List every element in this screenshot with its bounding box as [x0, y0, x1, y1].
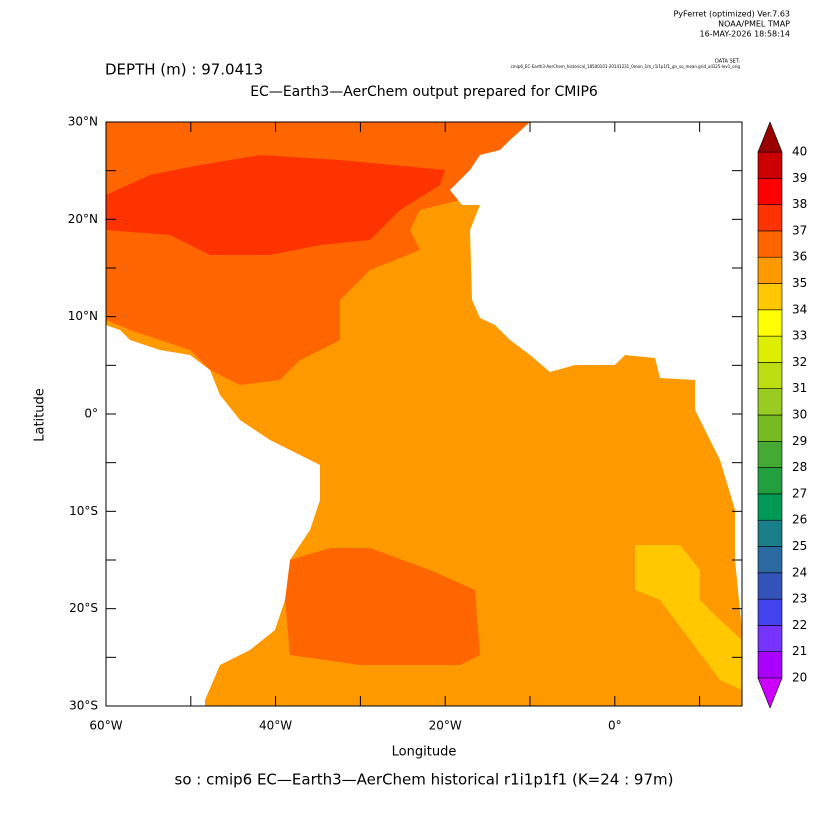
colorbar-label: 29: [792, 434, 807, 448]
colorbar-band: [757, 388, 783, 416]
colorbar-label: 23: [792, 592, 807, 606]
colorbar-under: [757, 677, 783, 709]
chart-title: EC—Earth3—AerChem output prepared for CM…: [250, 84, 598, 100]
colorbar-label: 32: [792, 355, 807, 369]
colorbar-band: [757, 572, 783, 600]
footer: so : cmip6 EC—Earth3—AerChem historical …: [175, 771, 674, 789]
colorbar-label: 20: [792, 671, 807, 685]
x-tick-label: 20°W: [429, 719, 462, 733]
colorbar-label: 34: [792, 302, 807, 316]
version: NOAA/PMEL TMAP: [718, 20, 790, 29]
land: [106, 325, 320, 706]
colorbar-band: [757, 362, 783, 389]
colorbar-band: [757, 256, 783, 284]
colorbar-band: [757, 283, 783, 311]
x-tick-label: 40°W: [259, 719, 292, 733]
y-tick-label: 0°: [84, 407, 98, 421]
y-tick-label: 30°S: [69, 699, 98, 713]
colorbar-band: [757, 230, 783, 258]
version: 16-MAY-2026 18:58:14: [700, 30, 790, 39]
salinity-region: [285, 548, 480, 665]
dataset-label: DATA SET:: [715, 59, 740, 65]
colorbar-band: [757, 440, 783, 468]
colorbar-band: [757, 178, 783, 205]
dataset: cmip6_EC-Earth3-AerChem_historical_18500…: [511, 64, 741, 69]
colorbar-label: 21: [792, 644, 807, 658]
colorbar-band: [757, 598, 783, 626]
colorbar-label: 24: [792, 565, 807, 579]
colorbar-band: [757, 467, 783, 495]
y-tick-label: 30°N: [68, 115, 98, 129]
y-tick-label: 10°N: [68, 309, 98, 323]
colorbar-label: 39: [792, 171, 807, 185]
colorbar-band: [757, 309, 783, 337]
colorbar-band: [757, 204, 783, 232]
colorbar-band: [757, 625, 783, 653]
colorbar-band: [757, 151, 783, 179]
colorbar-label: 38: [792, 197, 807, 211]
colorbar-band: [757, 519, 783, 547]
colorbar-band: [757, 335, 783, 363]
colorbar-over: [757, 121, 783, 153]
colorbar-label: 36: [792, 250, 807, 264]
map-regions: [106, 122, 742, 706]
y-tick-label: 10°S: [69, 504, 98, 518]
x-axis-label: Longitude: [392, 745, 457, 760]
colorbar-label: 31: [792, 381, 807, 395]
colorbar-label: 28: [792, 460, 807, 474]
y-tick-label: 20°S: [69, 601, 98, 615]
salinity-region: [635, 545, 742, 690]
salinity-region: [106, 155, 445, 255]
colorbar-band: [757, 493, 783, 521]
colorbar-band: [757, 651, 783, 679]
colorbar-label: 30: [792, 408, 807, 422]
colorbar-label: 25: [792, 539, 807, 553]
subtitle: DEPTH (m) : 97.0413: [105, 61, 263, 79]
colorbar-label: 40: [792, 145, 807, 159]
y-axis-label: Latitude: [33, 388, 48, 442]
colorbar-label: 22: [792, 618, 807, 632]
colorbar-band: [757, 414, 783, 442]
land: [450, 122, 742, 630]
x-tick-label: 60°W: [89, 719, 122, 733]
version: PyFerret (optimized) Ver.7.63: [673, 10, 790, 19]
colorbar-label: 35: [792, 276, 807, 290]
colorbar-label: 26: [792, 513, 807, 527]
colorbar-band: [757, 546, 783, 574]
colorbar-label: 33: [792, 329, 807, 343]
x-tick-label: 0°: [608, 719, 622, 733]
colorbar-label: 27: [792, 486, 807, 500]
y-tick-label: 20°N: [68, 212, 98, 226]
colorbar-label: 37: [792, 223, 807, 237]
